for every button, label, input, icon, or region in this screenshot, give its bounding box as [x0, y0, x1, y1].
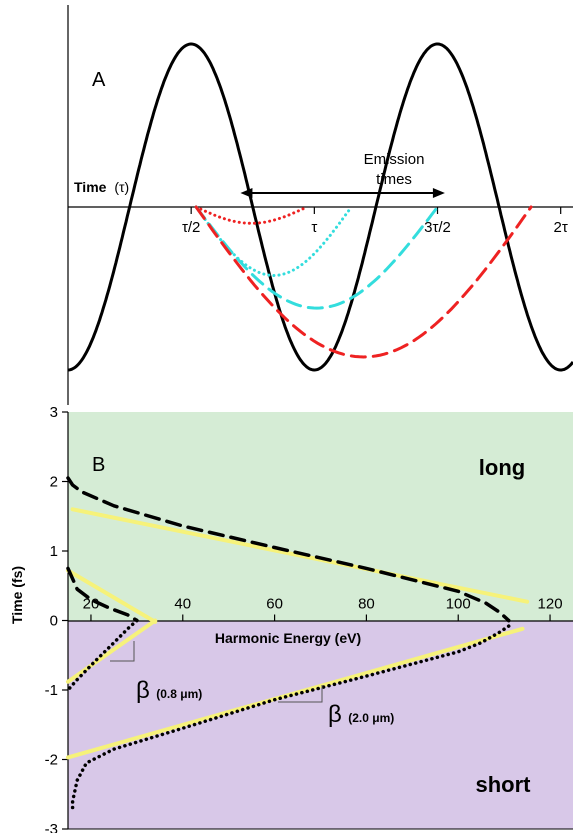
- panel-b-y-tick-label: 3: [50, 404, 58, 421]
- panel-a-tick-label: 3τ/2: [424, 219, 451, 236]
- electron-trajectory: [194, 205, 439, 310]
- panel-a-tick-label: 2τ: [554, 219, 568, 236]
- emission-times-line-1: Emission: [364, 151, 425, 168]
- fit-line: [66, 618, 158, 684]
- panel-a-ticks: τ/2 τ 3τ/2 2τ: [182, 207, 568, 236]
- panel-a-axis-title-prefix: Time: [74, 179, 107, 195]
- long-label: long: [479, 455, 525, 480]
- panel-a-label: A: [92, 69, 106, 91]
- beta-0.8-label: β (0.8 μm): [136, 677, 202, 704]
- panel-a-chart: A Time (τ) τ/2 τ 3τ/2 2τ Emission times: [67, 5, 573, 405]
- emission-times-line-2: times: [376, 171, 412, 188]
- panel-b-x-tick-label: 120: [538, 596, 563, 613]
- beta-0.8-symbol: β: [136, 677, 150, 704]
- driving-field-curve: [67, 42, 573, 372]
- trajectory-curve: [66, 476, 511, 623]
- beta-annotations: β (0.8 μm) β (2.0 μm): [110, 641, 394, 728]
- panel-b-x-axis-title: Harmonic Energy (eV): [215, 630, 361, 646]
- panel-a-curves: [67, 42, 573, 372]
- panel-a-axis-title: Time (τ): [74, 179, 129, 195]
- panel-a-tick-label: τ: [311, 219, 317, 236]
- panel-b-y-tick-label: -2: [45, 752, 58, 769]
- trajectory-curve: [70, 618, 511, 810]
- panel-b-curves: [66, 476, 530, 810]
- electron-trajectory: [194, 205, 353, 278]
- fit-line: [70, 507, 530, 604]
- beta-2.0-bracket: [278, 685, 323, 703]
- trajectory-curve: [66, 566, 139, 623]
- panel-b-x-tick-label: 40: [174, 596, 191, 613]
- electron-trajectory: [194, 205, 309, 225]
- panel-b-y-axis-title: Time (fs): [9, 566, 25, 624]
- panel-b-x-tick-label: 100: [446, 596, 471, 613]
- fit-line: [66, 568, 158, 624]
- panel-b-y-tick-label: 2: [50, 474, 58, 491]
- panel-b-chart: B long short Harmonic Energy (eV) Time (…: [9, 404, 573, 833]
- panel-a-axis-title-symbol: (τ): [114, 179, 129, 195]
- short-label: short: [476, 772, 532, 797]
- panel-b-x-tick-label: 80: [358, 596, 375, 613]
- arrow-head-left: [240, 188, 253, 198]
- long-region: [68, 412, 573, 621]
- beta-0.8-bracket: [110, 641, 135, 662]
- short-region: [68, 621, 573, 829]
- emission-times-annotation: Emission times: [240, 151, 445, 198]
- arrow-head-right: [432, 188, 445, 198]
- beta-0.8-subscript: (0.8 μm): [156, 687, 202, 701]
- beta-2.0-symbol: β: [328, 701, 342, 728]
- panel-b-y-tick-label: -1: [45, 682, 58, 699]
- electron-trajectory: [194, 205, 533, 359]
- beta-2.0-subscript: (2.0 μm): [348, 711, 394, 725]
- panel-b-y-tick-label: 1: [50, 543, 58, 560]
- panel-b-y-tick-label: 0: [50, 613, 58, 630]
- panel-a-tick-label: τ/2: [182, 219, 200, 236]
- panel-b-y-tick-label: -3: [45, 821, 58, 833]
- panel-b-label: B: [92, 454, 105, 476]
- beta-2.0-label: β (2.0 μm): [328, 701, 394, 728]
- trajectory-curve: [66, 618, 139, 692]
- panel-b-x-tick-label: 60: [266, 596, 283, 613]
